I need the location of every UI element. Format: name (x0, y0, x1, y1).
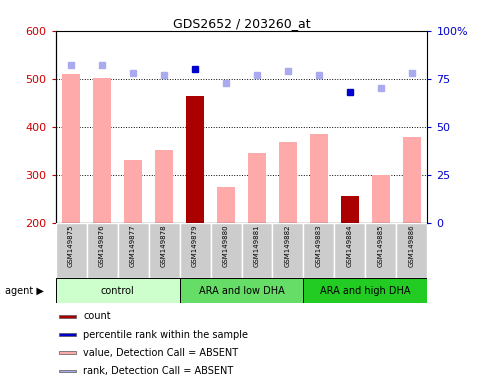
Bar (310, 134, 328, 319)
Text: GSM149875: GSM149875 (68, 224, 74, 267)
Bar (242, 223, 272, 278)
Text: GSM149882: GSM149882 (285, 224, 291, 267)
Text: GSM149880: GSM149880 (223, 224, 229, 267)
Text: rank, Detection Call = ABSENT: rank, Detection Call = ABSENT (84, 366, 234, 376)
Text: GSM149883: GSM149883 (316, 224, 322, 267)
Bar (59, 333, 76, 336)
Bar (56, 223, 86, 278)
Title: GDS2652 / 203260_at: GDS2652 / 203260_at (173, 17, 310, 30)
Bar (86, 223, 117, 278)
Bar (303, 223, 334, 278)
Text: agent ▶: agent ▶ (5, 286, 43, 296)
Bar (403, 137, 421, 319)
Bar (117, 223, 149, 278)
Bar (272, 223, 303, 278)
Bar (397, 223, 427, 278)
Bar (59, 351, 76, 354)
Bar (56, 278, 180, 303)
Bar (149, 223, 180, 278)
Bar (186, 96, 204, 319)
Bar (341, 196, 359, 319)
Text: GSM149884: GSM149884 (347, 224, 353, 267)
Bar (180, 223, 211, 278)
Text: ARA and high DHA: ARA and high DHA (320, 286, 411, 296)
Text: GSM149886: GSM149886 (409, 224, 415, 267)
Text: GSM149881: GSM149881 (254, 224, 260, 267)
Bar (372, 175, 390, 319)
Text: GSM149876: GSM149876 (99, 224, 105, 267)
Text: GSM149878: GSM149878 (161, 224, 167, 267)
Text: GSM149877: GSM149877 (130, 224, 136, 267)
Bar (62, 74, 80, 319)
Bar (366, 223, 397, 278)
Bar (59, 315, 76, 318)
Bar (124, 161, 142, 319)
Text: value, Detection Call = ABSENT: value, Detection Call = ABSENT (84, 348, 239, 358)
Bar (303, 278, 427, 303)
Bar (155, 150, 173, 319)
Text: control: control (100, 286, 134, 296)
Bar (59, 370, 76, 372)
Bar (279, 142, 297, 319)
Bar (248, 153, 266, 319)
Text: GSM149885: GSM149885 (378, 224, 384, 267)
Bar (334, 223, 366, 278)
Bar (211, 223, 242, 278)
Bar (93, 78, 112, 319)
Bar (180, 278, 303, 303)
Text: percentile rank within the sample: percentile rank within the sample (84, 329, 248, 339)
Text: GSM149879: GSM149879 (192, 224, 198, 267)
Bar (217, 187, 235, 319)
Text: count: count (84, 311, 111, 321)
Text: ARA and low DHA: ARA and low DHA (199, 286, 284, 296)
